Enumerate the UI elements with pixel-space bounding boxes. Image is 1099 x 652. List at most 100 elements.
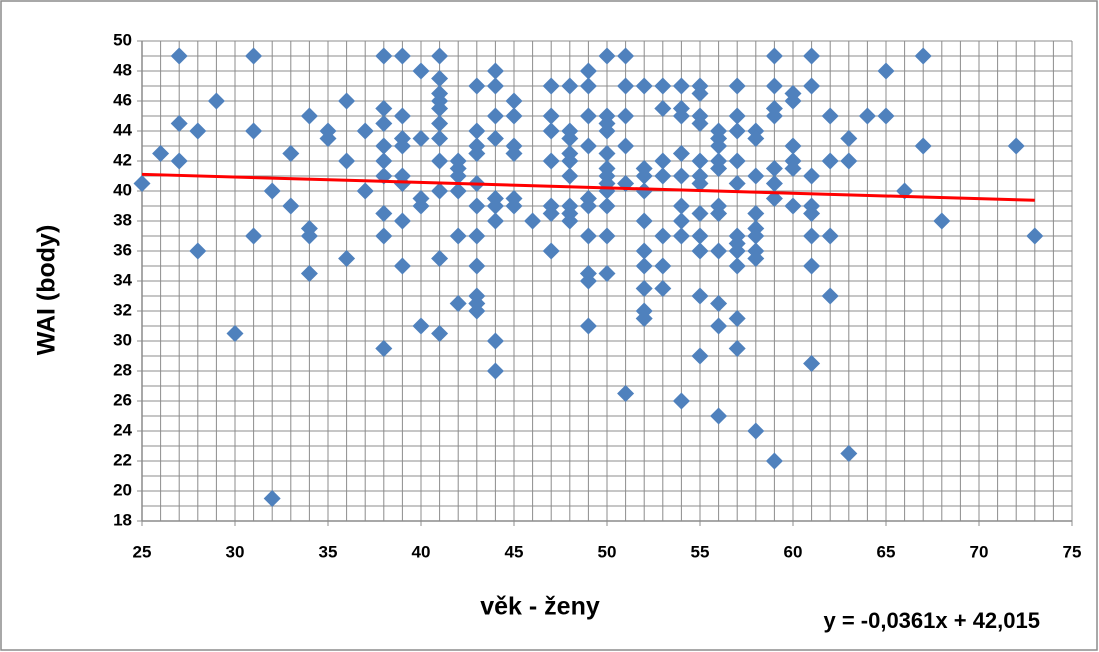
point [393,212,411,230]
point [542,77,560,95]
point [375,137,393,155]
point [598,197,616,215]
x-tick-label: 50 [598,542,617,561]
point [654,100,672,117]
point [691,115,709,132]
point [654,152,672,170]
point [1026,227,1044,245]
point [505,92,523,110]
point [747,205,765,222]
point [654,280,672,297]
point [672,197,690,215]
point [784,197,802,215]
point [300,265,318,282]
point [542,152,560,170]
point [617,77,635,95]
point [375,205,393,222]
point [784,160,802,177]
point [710,242,728,260]
point [654,227,672,245]
x-tick-label: 55 [691,542,710,561]
point [393,47,411,65]
point [579,197,597,215]
point [803,227,821,245]
point [486,130,504,147]
point [431,182,449,200]
point [282,197,300,215]
point [672,392,690,410]
point [858,107,876,125]
point [672,227,690,245]
point [189,242,207,260]
point [840,152,858,170]
point [765,107,783,125]
point [672,167,690,185]
point [486,77,504,95]
point [821,107,839,125]
point [654,77,672,95]
point [803,167,821,185]
point [710,160,728,177]
point [319,130,337,147]
point [1007,137,1025,155]
point [375,47,393,65]
point [431,325,449,342]
point [672,212,690,230]
point [747,422,765,440]
point [914,47,932,65]
x-tick-label: 60 [784,542,803,561]
point [691,85,709,102]
y-tick-label: 18 [113,510,132,529]
point [338,152,356,170]
x-tick-label: 25 [133,542,152,561]
point [617,137,635,155]
y-tick-label: 38 [113,210,132,229]
point [765,452,783,470]
point [635,167,653,185]
point [654,167,672,185]
point [226,325,244,342]
point [542,242,560,260]
point [561,130,579,147]
point [728,107,746,125]
point [765,160,783,177]
x-axis-label: věk - ženy [480,593,600,621]
point [710,407,728,425]
point [170,152,188,170]
point [561,152,579,170]
point [803,355,821,372]
point [747,227,765,245]
point [691,227,709,245]
point [765,47,783,65]
y-tick-label: 28 [113,360,132,379]
y-tick-label: 48 [113,60,132,79]
x-tick-label: 40 [412,542,431,561]
y-tick-label: 26 [113,390,132,409]
y-axis-label: WAI (body) [33,225,61,356]
point [542,205,560,222]
point [393,257,411,275]
point [765,175,783,192]
point [245,227,263,245]
y-tick-label: 42 [113,150,132,169]
marks [133,47,1044,507]
point [300,107,318,125]
point [691,242,709,260]
point [728,77,746,95]
point [598,122,616,140]
point [803,47,821,65]
point [486,212,504,230]
x-tick-label: 35 [319,542,338,561]
x-tick-label: 75 [1063,542,1082,561]
trendline-equation: y = -0,0361x + 42,015 [823,608,1040,633]
point [710,295,728,312]
point [524,212,542,230]
point [189,122,207,140]
point [263,490,281,507]
point [635,310,653,327]
point [747,130,765,147]
point [486,362,504,380]
point [672,145,690,162]
point [710,137,728,155]
